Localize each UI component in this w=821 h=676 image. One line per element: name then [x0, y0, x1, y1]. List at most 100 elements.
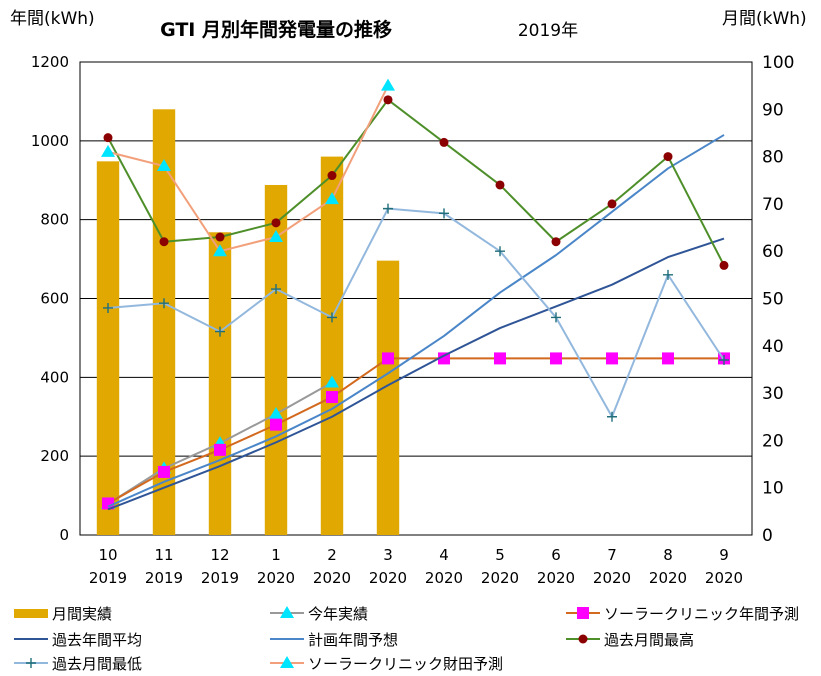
- marker-square: [214, 443, 226, 456]
- marker-square: [102, 497, 114, 510]
- x-tick-month: 7: [607, 546, 617, 564]
- y-left-tick-label: 1200: [31, 53, 69, 71]
- x-tick-month: 1: [271, 546, 281, 564]
- marker-circle: [551, 237, 561, 247]
- y-right-tick-label: 70: [762, 195, 784, 215]
- marker-square: [382, 352, 394, 365]
- marker-square: [494, 352, 506, 365]
- x-tick-month: 10: [98, 546, 117, 564]
- marker-triangle: [280, 606, 294, 618]
- bar: [320, 156, 344, 535]
- y-left-tick-label: 400: [40, 368, 69, 386]
- bar: [96, 161, 120, 535]
- marker-triangle: [213, 244, 227, 257]
- plot-frame: [79, 61, 753, 536]
- marker-triangle: [101, 144, 115, 157]
- legend-swatch-bar: [14, 609, 48, 618]
- x-tick-year: 2020: [537, 569, 575, 587]
- x-tick-year: 2020: [649, 569, 687, 587]
- series-計画年間予想: [107, 134, 725, 508]
- marker-plus: [439, 208, 449, 219]
- series-ソーラークリニック財田予測: [101, 78, 395, 257]
- marker-square: [577, 607, 589, 619]
- marker-circle: [215, 232, 225, 242]
- x-tick-month: 9: [719, 546, 729, 564]
- series-line: [107, 98, 725, 266]
- marker-plus: [551, 312, 561, 323]
- series-line: [107, 237, 725, 511]
- x-tick-year: 2019: [201, 569, 239, 587]
- marker-triangle: [325, 375, 339, 388]
- x-tick-year: 2020: [593, 569, 631, 587]
- legend-item: 月間実績: [14, 605, 112, 623]
- x-tick-month: 12: [210, 546, 229, 564]
- marker-circle: [663, 152, 673, 162]
- y-right-tick-label: 80: [762, 148, 784, 168]
- legend-item: 過去月間最高: [566, 631, 694, 649]
- y-right-tick-label: 60: [762, 242, 784, 262]
- bar: [152, 109, 176, 536]
- legend-item: 過去月間最低: [14, 655, 142, 673]
- marker-plus: [495, 246, 505, 257]
- series-line: [107, 85, 389, 253]
- series-過去月間最高: [103, 95, 729, 270]
- marker-square: [270, 418, 282, 431]
- marker-plus: [607, 411, 617, 422]
- marker-circle: [607, 199, 617, 209]
- series-過去月間最低: [103, 203, 729, 422]
- marker-circle: [271, 218, 281, 228]
- y-right-axis-title: 月間(kWh): [722, 9, 807, 29]
- legend-item: ソーラークリニック財田予測: [270, 655, 503, 673]
- marker-plus: [327, 312, 337, 323]
- y-right-tick-label: 90: [762, 100, 784, 120]
- marker-circle: [103, 133, 113, 143]
- marker-plus: [159, 298, 169, 309]
- legend-label: 今年実績: [308, 605, 368, 623]
- x-tick-year: 2020: [481, 569, 519, 587]
- marker-triangle: [325, 192, 339, 205]
- y-right-tick-label: 50: [762, 290, 784, 310]
- legend-item: ソーラークリニック年間予測: [566, 605, 799, 623]
- y-left-tick-label: 0: [59, 526, 69, 544]
- marker-square: [550, 352, 562, 365]
- x-tick-month: 2: [327, 546, 337, 564]
- marker-triangle: [269, 230, 283, 243]
- marker-plus: [215, 326, 225, 337]
- y-left-tick-label: 1000: [31, 132, 69, 150]
- marker-circle: [495, 180, 505, 190]
- x-tick-year: 2020: [313, 569, 351, 587]
- series-line: [107, 134, 725, 508]
- y-left-tick-label: 200: [40, 447, 69, 465]
- x-tick-month: 6: [551, 546, 561, 564]
- bar: [376, 260, 400, 535]
- x-tick-year: 2019: [145, 569, 183, 587]
- legend-label: ソーラークリニック財田予測: [308, 655, 503, 673]
- marker-square: [438, 352, 450, 365]
- bar-series: [96, 109, 400, 536]
- marker-triangle: [269, 406, 283, 419]
- chart-title: GTI 月別年間発電量の推移: [160, 18, 392, 41]
- series-過去年間平均: [107, 237, 725, 511]
- legend-item: 今年実績: [270, 605, 368, 623]
- marker-triangle: [157, 159, 171, 172]
- x-tick-month: 3: [383, 546, 393, 564]
- legend-label: 月間実績: [52, 605, 112, 623]
- bar: [264, 184, 288, 536]
- x-tick-year: 2020: [257, 569, 295, 587]
- y-right-tick-label: 100: [762, 53, 794, 73]
- x-tick-year: 2020: [369, 569, 407, 587]
- marker-circle: [383, 95, 393, 105]
- marker-square: [158, 465, 170, 478]
- marker-plus: [26, 658, 36, 668]
- marker-plus: [383, 203, 393, 214]
- legend-label: 過去年間平均: [52, 631, 142, 649]
- marker-plus: [271, 284, 281, 295]
- marker-square: [606, 352, 618, 365]
- marker-triangle: [381, 78, 395, 91]
- x-tick-year: 2020: [425, 569, 463, 587]
- y-left-tick-label: 600: [40, 290, 69, 308]
- marker-circle: [719, 260, 729, 270]
- y-right-tick-label: 30: [762, 384, 784, 404]
